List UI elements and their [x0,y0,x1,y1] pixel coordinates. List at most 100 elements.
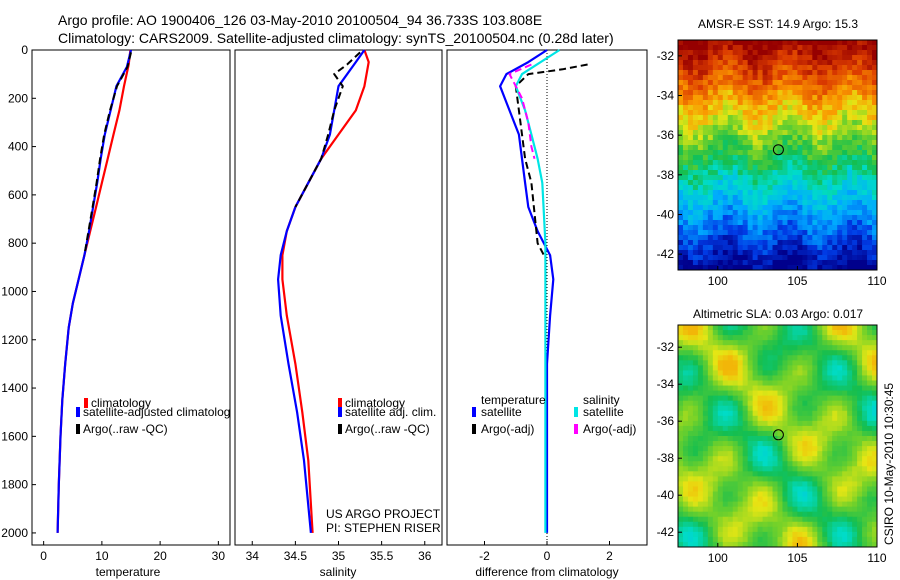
heatmap-cell [807,375,813,381]
heatmap-cell [827,446,833,452]
heatmap-cell [797,65,803,71]
heatmap-cell [678,486,684,492]
heatmap-cell [697,436,704,442]
heatmap-cell [802,200,808,206]
heatmap-cell [747,150,754,156]
heatmap-cell [837,536,843,543]
heatmap-cell [757,430,763,437]
heatmap-cell [727,75,734,81]
heatmap-cell [732,491,739,497]
heatmap-cell [852,541,858,548]
heatmap-cell [697,471,704,477]
heatmap-cell [742,185,749,191]
heatmap-cell [822,105,828,111]
heatmap-cell [727,506,734,513]
heatmap-cell [772,481,778,487]
heatmap-cell [857,461,863,467]
heatmap-cell [832,375,838,381]
heatmap-cell [762,165,768,171]
heatmap-cell [737,200,744,206]
heatmap-cell [862,45,868,51]
heatmap-cell [812,436,818,442]
heatmap-cell [678,335,684,341]
heatmap-cell [777,90,783,96]
heatmap-cell [772,476,778,482]
heatmap-cell [867,405,873,412]
heatmap-cell [847,120,853,126]
heatmap-cell [692,461,699,467]
heatmap-cell [717,491,724,497]
heatmap-cell [742,175,749,181]
heatmap-cell [827,115,833,121]
heatmap-cell [702,115,709,121]
heatmap-cell [707,190,714,196]
heatmap-cell [707,120,714,126]
heatmap-cell [847,425,853,432]
heatmap-cell [732,405,739,412]
heatmap-cell [822,255,828,261]
heatmap-cell [727,486,734,492]
heatmap-cell [827,70,833,76]
heatmap-cell [678,430,684,437]
lat-tick-label: -38 [657,451,675,465]
heatmap-cell [792,235,798,241]
heatmap-cell [822,375,828,381]
heatmap-cell [782,50,788,56]
heatmap-cell [837,385,843,391]
heatmap-cell [862,536,868,543]
heatmap-cell [867,135,873,141]
heatmap-cell [692,390,699,397]
heatmap-cell [852,511,858,518]
heatmap-cell [747,45,754,51]
heatmap-cell [827,476,833,482]
heatmap-cell [787,40,793,46]
heatmap-cell [817,250,823,256]
heatmap-cell [827,471,833,477]
heatmap-cell [842,210,848,216]
heatmap-cell [782,170,788,176]
heatmap-cell [862,120,868,126]
heatmap-cell [757,225,763,231]
heatmap-cell [852,245,858,251]
heatmap-cell [692,420,699,427]
heatmap-cell [812,245,818,251]
heatmap-cell [807,245,813,251]
heatmap-cell [707,155,714,161]
heatmap-cell [827,385,833,391]
heatmap-cell [732,335,739,341]
heatmap-cell [687,130,694,136]
heatmap-cell [797,491,803,497]
heatmap-cell [857,110,863,116]
heatmap-cell [707,415,714,422]
heatmap-cell [757,325,763,331]
heatmap-cell [732,521,739,528]
heatmap-cell [842,410,848,417]
heatmap-cell [707,340,714,346]
heatmap-cell [842,145,848,151]
heatmap-cell [852,531,858,538]
heatmap-cell [687,110,694,116]
heatmap-cell [847,200,853,206]
heatmap-cell [712,70,719,76]
heatmap-cell [702,335,709,341]
heatmap-cell [747,405,754,412]
heatmap-cell [817,70,823,76]
heatmap-cell [722,55,729,61]
heatmap-cell [867,185,873,191]
heatmap-cell [807,541,813,548]
depth-tick-label: 1200 [1,333,28,347]
heatmap-cell [827,85,833,91]
heatmap-cell [687,355,694,361]
heatmap-cell [717,501,724,508]
heatmap-cell [762,185,768,191]
heatmap-cell [872,250,878,256]
heatmap-cell [727,531,734,538]
heatmap-cell [747,536,754,543]
heatmap-cell [847,75,853,81]
heatmap-cell [832,245,838,251]
heatmap-cell [777,531,783,538]
heatmap-cell [862,441,868,447]
heatmap-cell [827,345,833,351]
heatmap-cell [678,180,684,186]
heatmap-cell [812,70,818,76]
